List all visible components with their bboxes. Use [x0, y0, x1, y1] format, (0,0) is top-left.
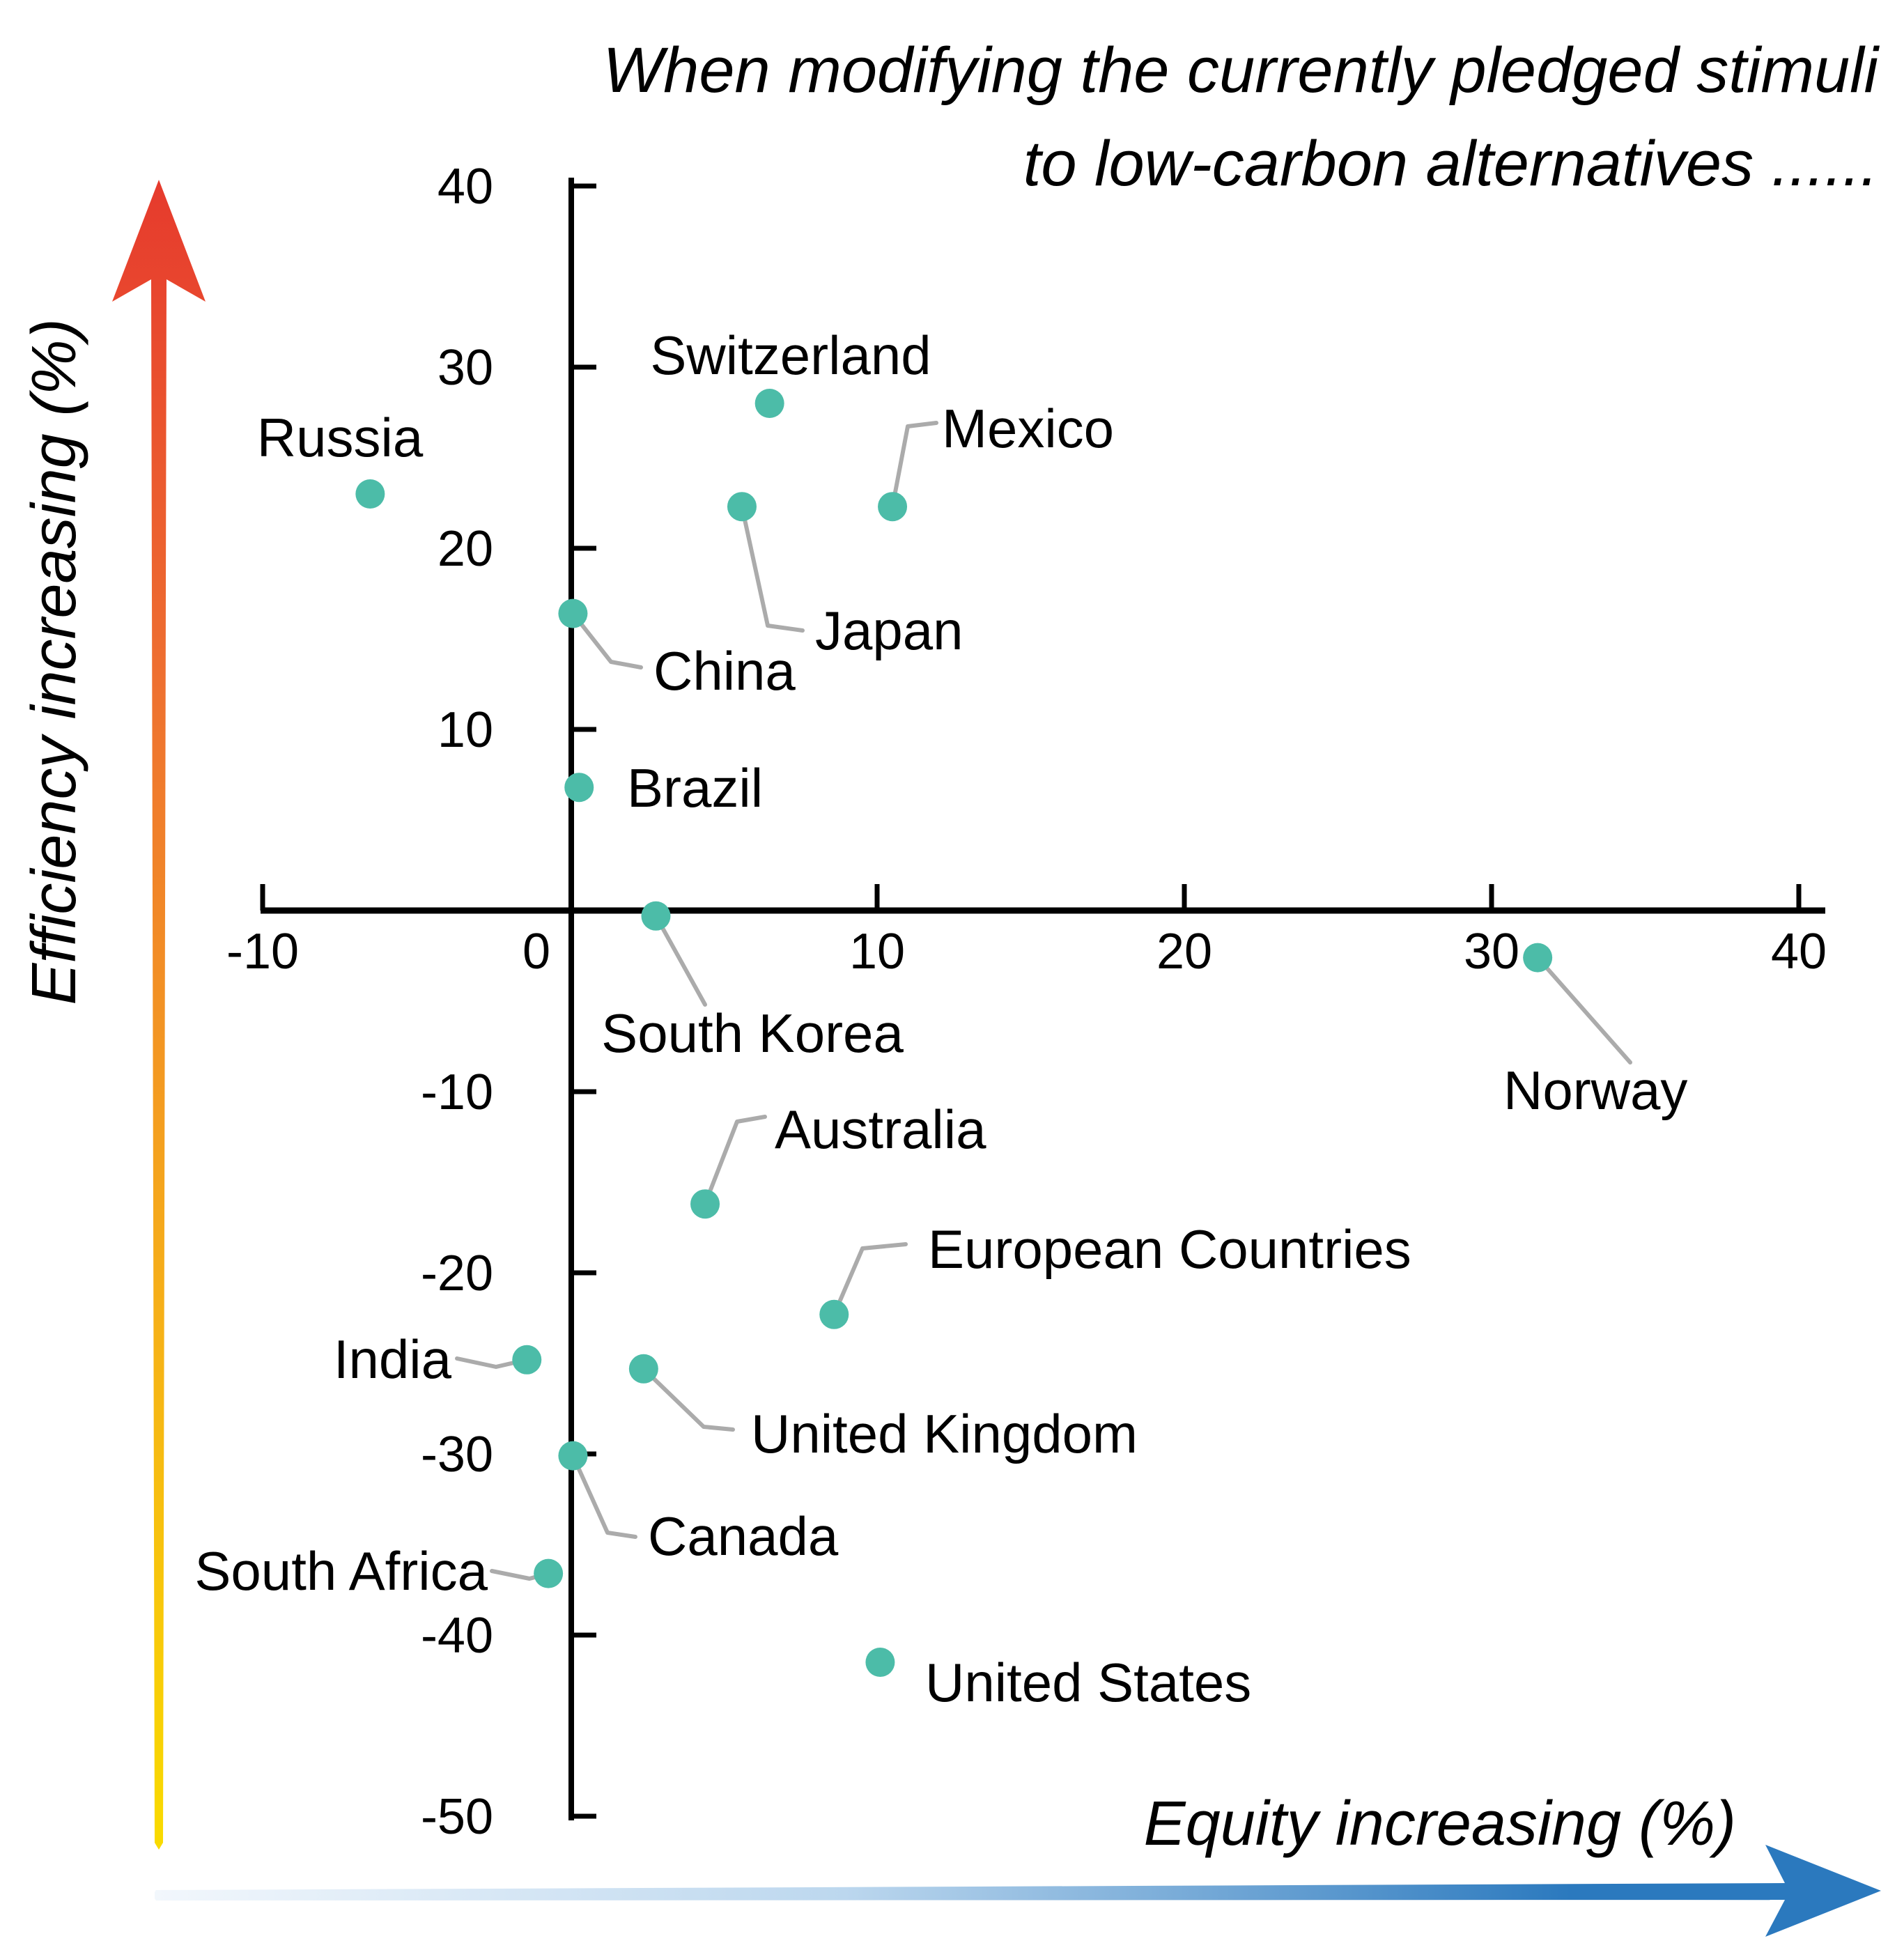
country-label-european-countries: European Countries — [928, 1218, 1411, 1280]
axis-ticks: -10 0 10 20 30 40 40 30 20 10 -10 -20 -30 -40 -50 — [226, 159, 1827, 1845]
data-point-brazil — [564, 773, 594, 803]
data-point-norway — [1523, 943, 1553, 973]
data-point-china — [558, 598, 588, 628]
efficiency-gradient-arrow — [112, 180, 206, 1850]
country-label-russia: Russia — [257, 407, 424, 468]
country-label-brazil: Brazil — [627, 757, 763, 819]
y-tick-label-30: 30 — [438, 340, 493, 396]
equity-gradient-arrow — [155, 1845, 1881, 1937]
country-label-south-africa: South Africa — [194, 1540, 488, 1602]
country-labels: Russia Switzerland Japan Mexico China Brazil S… — [194, 325, 1687, 1713]
data-point-european-countries — [819, 1299, 849, 1329]
country-label-mexico: Mexico — [942, 398, 1114, 459]
y-tick-label--40: -40 — [421, 1608, 493, 1664]
y-tick-label--10: -10 — [421, 1065, 493, 1120]
country-label-china: China — [653, 640, 796, 702]
chart-title-line1: When modifying the currently pledged sti… — [603, 35, 1880, 106]
leader-line-united-kingdom — [641, 1366, 735, 1432]
leader-line-norway — [1535, 955, 1632, 1065]
y-tick-label-40: 40 — [438, 159, 493, 215]
data-point-switzerland — [754, 389, 784, 418]
data-point-russia — [355, 479, 385, 509]
leader-line-china — [571, 611, 643, 669]
efficiency-axis-label: Efficiency increasing (%) — [20, 318, 89, 1005]
country-label-united-states: United States — [925, 1652, 1251, 1713]
y-tick-label--30: -30 — [421, 1427, 493, 1483]
y-tick-label-20: 20 — [438, 521, 493, 577]
data-point-mexico — [878, 492, 908, 522]
data-point-united-states — [865, 1648, 895, 1677]
country-label-south-korea: South Korea — [601, 1003, 904, 1064]
leader-line-canada — [571, 1453, 637, 1539]
country-label-norway: Norway — [1503, 1060, 1687, 1121]
y-tick-label--20: -20 — [421, 1246, 493, 1301]
leader-line-mexico — [890, 421, 938, 509]
country-label-japan: Japan — [815, 600, 963, 661]
leader-line-australia — [703, 1115, 767, 1207]
x-tick-label--10: -10 — [226, 924, 299, 980]
chart-title-line2: to low-carbon alternatives ...... — [1023, 128, 1878, 199]
x-tick-label-0: 0 — [523, 924, 550, 980]
data-point-south-korea — [641, 901, 671, 931]
x-tick-label-40: 40 — [1771, 924, 1827, 980]
data-point-south-africa — [534, 1558, 564, 1588]
leader-line-south-korea — [653, 913, 707, 1007]
country-label-india: India — [334, 1329, 452, 1390]
data-point-canada — [558, 1441, 588, 1471]
data-point-united-kingdom — [628, 1354, 658, 1384]
x-tick-label-20: 20 — [1156, 924, 1212, 980]
equity-axis-label: Equity increasing (%) — [1144, 1789, 1736, 1859]
data-point-india — [512, 1345, 542, 1375]
data-point-australia — [690, 1189, 720, 1219]
country-label-united-kingdom: United Kingdom — [751, 1403, 1138, 1464]
data-point-japan — [727, 492, 757, 522]
country-label-australia: Australia — [775, 1099, 986, 1160]
country-label-canada: Canada — [648, 1505, 839, 1567]
country-label-switzerland: Switzerland — [650, 325, 931, 386]
y-tick-label--50: -50 — [421, 1789, 493, 1845]
leader-line-japan — [739, 504, 805, 633]
x-tick-label-10: 10 — [849, 924, 905, 980]
x-tick-label-30: 30 — [1464, 924, 1519, 980]
leader-lines — [455, 421, 1632, 1581]
data-points — [355, 389, 1553, 1677]
y-tick-label-10: 10 — [438, 702, 493, 758]
leader-line-european-countries — [832, 1242, 908, 1317]
